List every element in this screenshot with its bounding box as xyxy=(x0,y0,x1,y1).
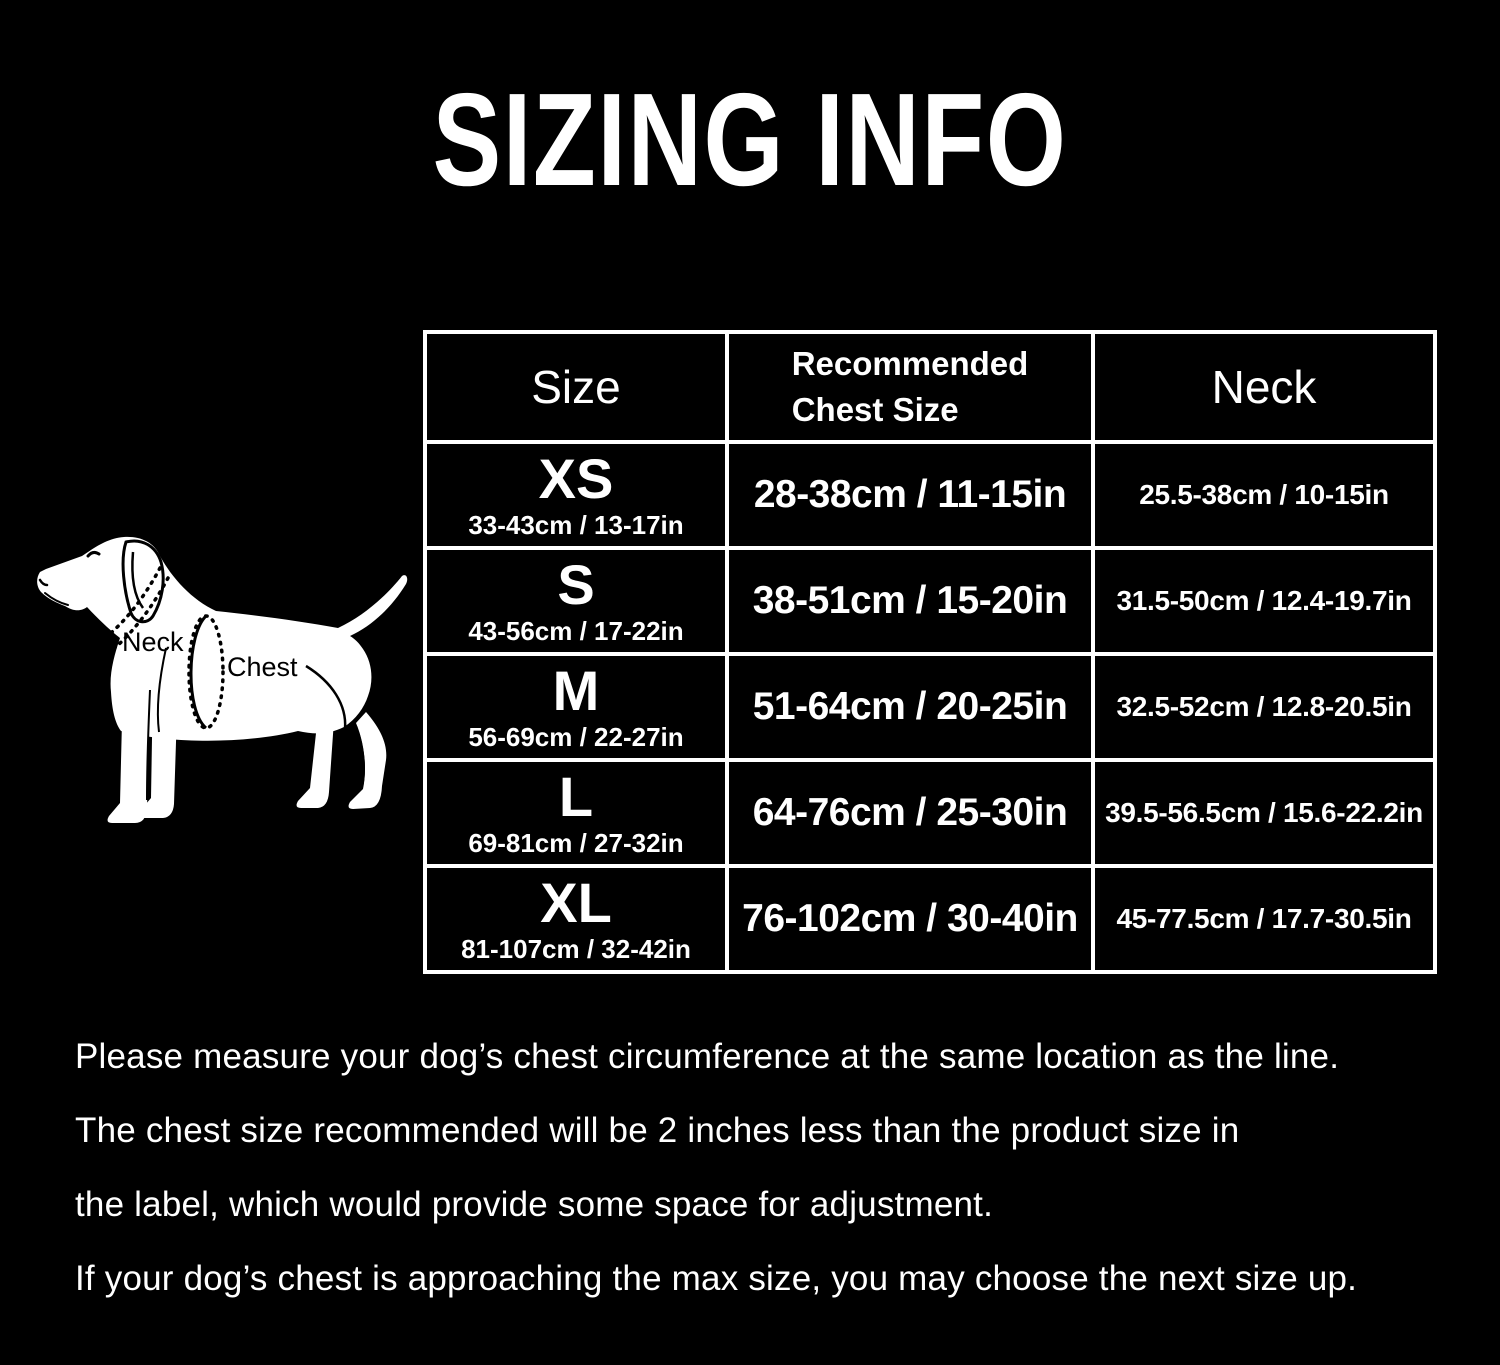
neck-cell: 31.5-50cm / 12.4-19.7in xyxy=(1091,546,1437,656)
chest-cell: 38-51cm / 15-20in xyxy=(725,546,1095,656)
column-header-chest-line1: Recommended xyxy=(791,345,1029,382)
size-label: L xyxy=(558,764,594,828)
table-row-xl: XL 81-107cm / 32-42in 76-102cm / 30-40in… xyxy=(423,864,1437,974)
table-row-s: S 43-56cm / 17-22in 38-51cm / 15-20in 31… xyxy=(423,546,1437,656)
size-cell: XL 81-107cm / 32-42in xyxy=(423,864,729,974)
size-range: 56-69cm / 22-27in xyxy=(468,721,684,752)
neck-measure-line xyxy=(98,566,162,644)
size-cell: S 43-56cm / 17-22in xyxy=(423,546,729,656)
neck-label: Neck xyxy=(122,627,184,657)
column-header-size: Size xyxy=(423,330,729,444)
size-cell: XS 33-43cm / 13-17in xyxy=(423,440,729,550)
chest-measure-line xyxy=(189,614,208,730)
table-header-row: Size Recommended Chest Size Neck xyxy=(423,330,1437,444)
size-range: 81-107cm / 32-42in xyxy=(461,933,691,964)
sizing-table: Size Recommended Chest Size Neck XS 33-4… xyxy=(423,330,1437,974)
size-label: XS xyxy=(538,446,614,510)
column-header-chest-line2: Chest Size xyxy=(791,391,959,428)
dog-nose xyxy=(38,578,49,587)
dog-ear xyxy=(121,539,165,624)
footer-line: If your dog’s chest is approaching the m… xyxy=(75,1259,1358,1298)
table-row-l: L 69-81cm / 27-32in 64-76cm / 25-30in 39… xyxy=(423,758,1437,868)
chest-label: Chest xyxy=(227,652,298,682)
size-label: M xyxy=(552,658,600,722)
footer-line: the label, which would provide some spac… xyxy=(75,1185,993,1224)
table-row-m: M 56-69cm / 22-27in 51-64cm / 20-25in 32… xyxy=(423,652,1437,762)
page-title: SIZING INFO xyxy=(0,64,1500,215)
footer-line: The chest size recommended will be 2 inc… xyxy=(75,1111,1240,1150)
dog-measurement-diagram: Neck Chest xyxy=(20,520,440,950)
page-title-text: SIZING INFO xyxy=(432,66,1068,213)
footer-line: Please measure your dog’s chest circumfe… xyxy=(75,1037,1340,1076)
neck-cell: 32.5-52cm / 12.8-20.5in xyxy=(1091,652,1437,762)
column-header-chest: Recommended Chest Size xyxy=(725,330,1095,444)
size-range: 33-43cm / 13-17in xyxy=(468,509,684,540)
size-range: 69-81cm / 27-32in xyxy=(468,827,684,858)
neck-cell: 25.5-38cm / 10-15in xyxy=(1091,440,1437,550)
chest-cell: 28-38cm / 11-15in xyxy=(725,440,1095,550)
chest-cell: 64-76cm / 25-30in xyxy=(725,758,1095,868)
neck-cell: 45-77.5cm / 17.7-30.5in xyxy=(1091,864,1437,974)
size-range: 43-56cm / 17-22in xyxy=(468,615,684,646)
size-label: S xyxy=(557,552,595,616)
column-header-neck: Neck xyxy=(1091,330,1437,444)
dog-illustration: Neck Chest xyxy=(37,536,408,823)
footer-notes: Please measure your dog’s chest circumfe… xyxy=(75,1020,1485,1316)
size-cell: L 69-81cm / 27-32in xyxy=(423,758,729,868)
dog-eye xyxy=(86,550,101,558)
neck-cell: 39.5-56.5cm / 15.6-22.2in xyxy=(1091,758,1437,868)
size-label: XL xyxy=(540,870,612,934)
chest-cell: 51-64cm / 20-25in xyxy=(725,652,1095,762)
size-cell: M 56-69cm / 22-27in xyxy=(423,652,729,762)
chest-cell: 76-102cm / 30-40in xyxy=(725,864,1095,974)
neck-measure-line2 xyxy=(108,576,170,654)
table-row-xs: XS 33-43cm / 13-17in 28-38cm / 11-15in 2… xyxy=(423,440,1437,550)
